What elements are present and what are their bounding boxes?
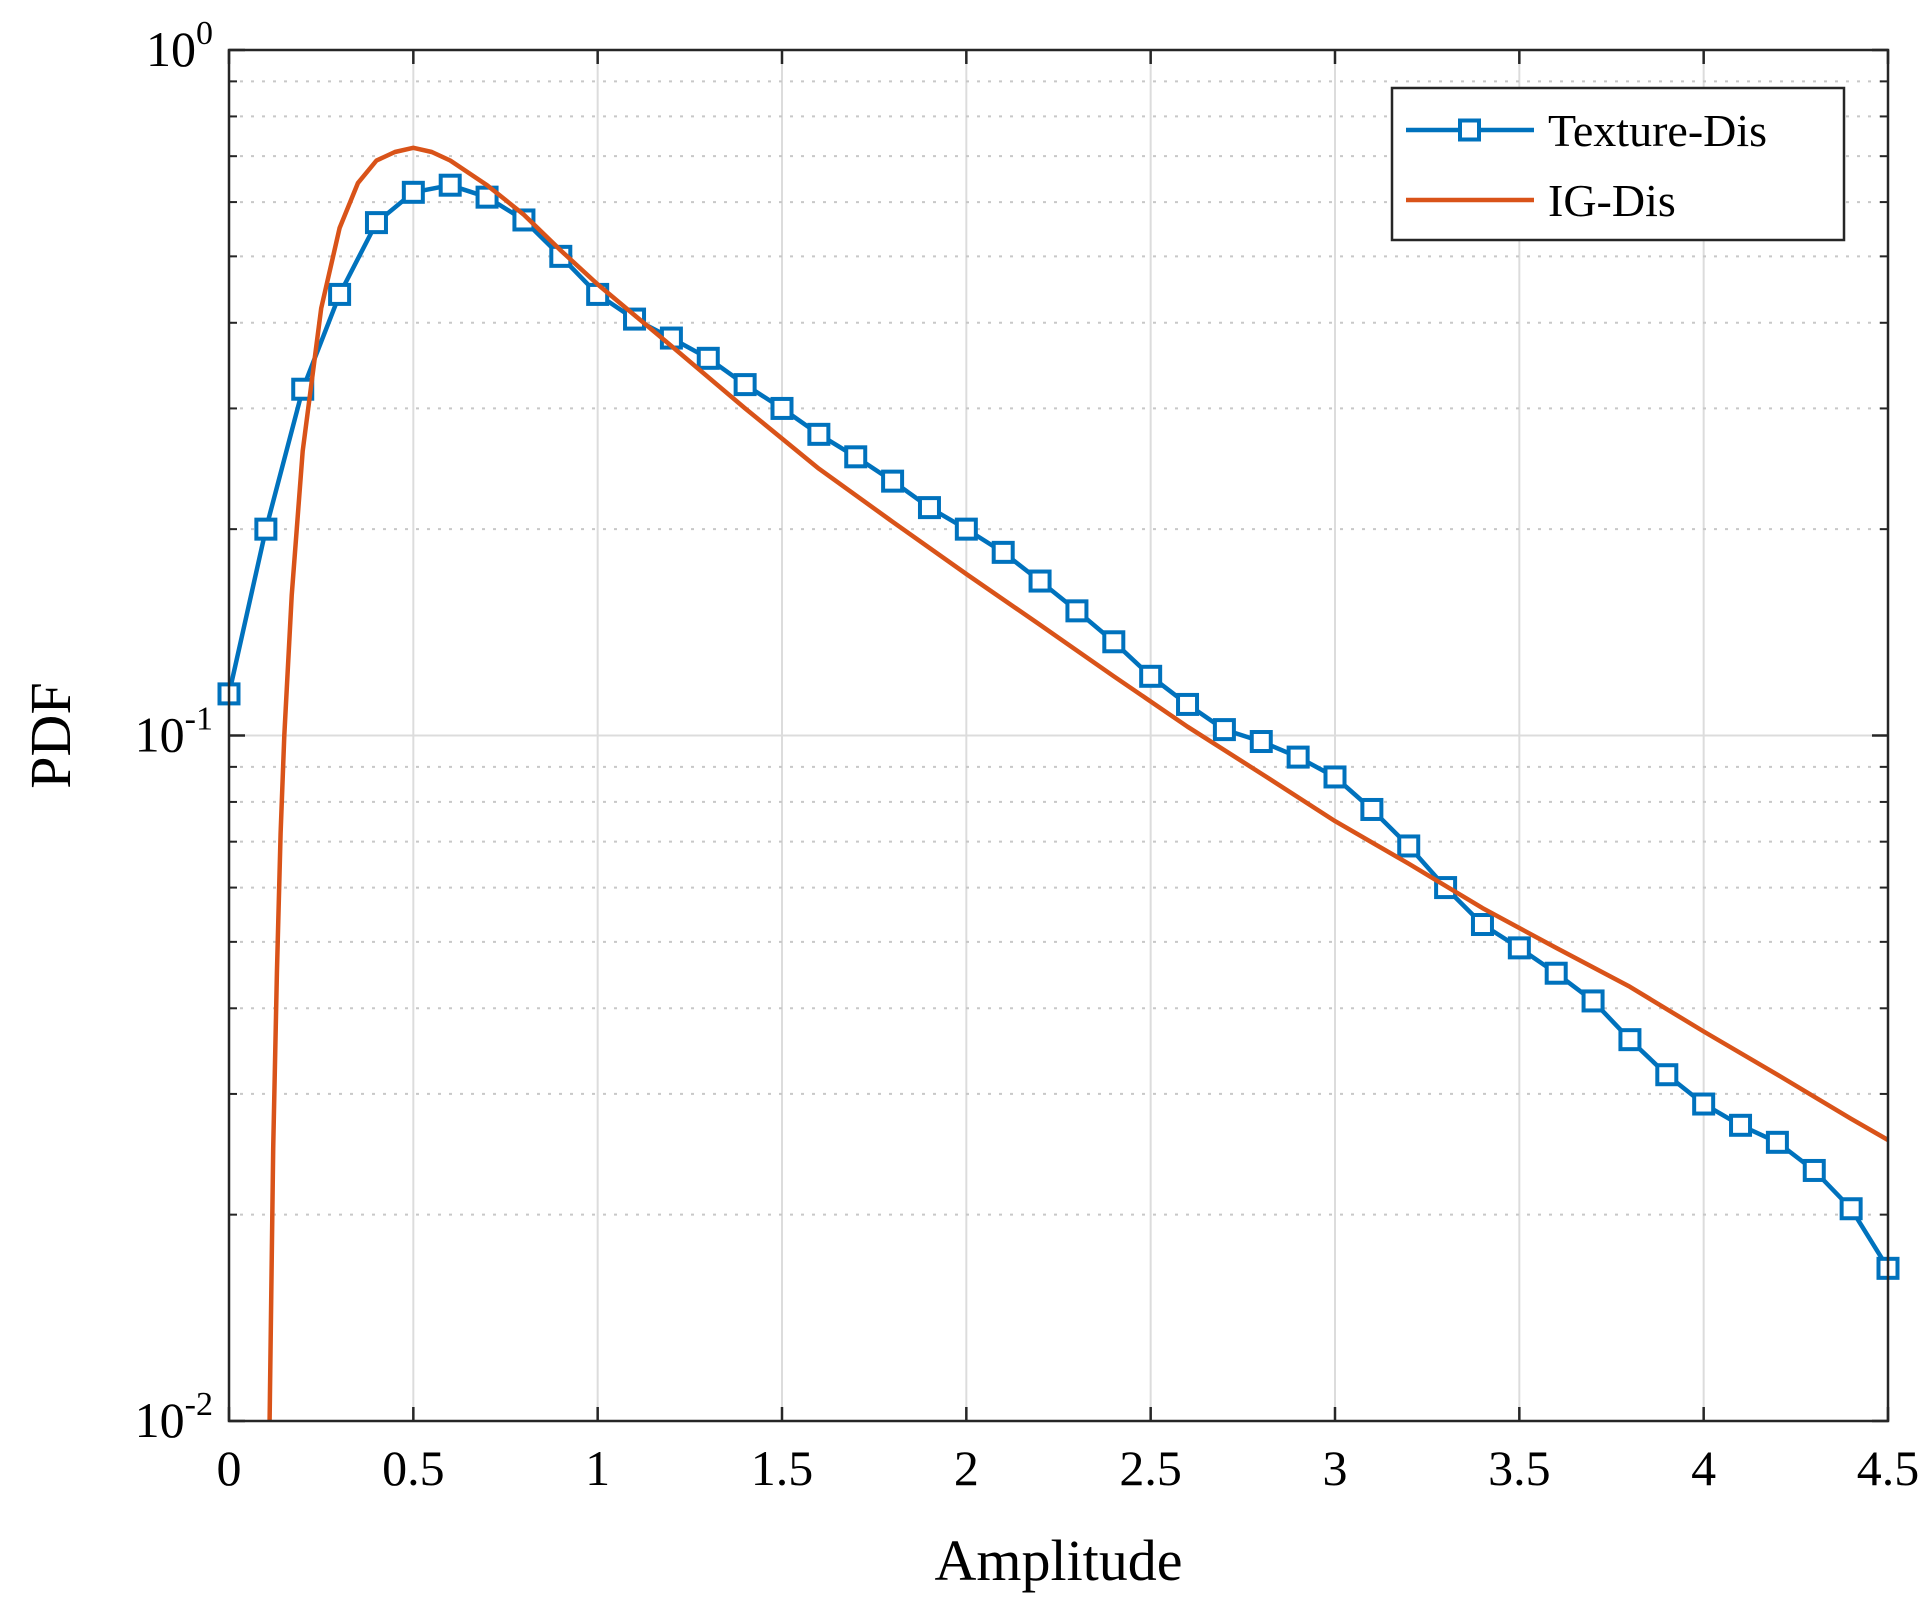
tick-marks <box>227 48 1890 1423</box>
series-marker <box>1102 630 1126 654</box>
series-marker <box>1028 569 1052 593</box>
y-tick-base: 10 <box>135 707 185 763</box>
plot-area <box>217 145 1900 1422</box>
series-marker <box>1802 1158 1826 1182</box>
y-tick-label: 10-1 <box>135 701 213 763</box>
series-marker <box>438 173 462 197</box>
x-tick-label: 2 <box>954 1440 979 1496</box>
legend-label-texture-dis: Texture-Dis <box>1548 105 1767 156</box>
series-marker <box>954 517 978 541</box>
series-marker <box>254 517 278 541</box>
series-marker <box>1139 664 1163 688</box>
legend-marker <box>1458 118 1481 142</box>
y-axis-title: PDF <box>18 682 83 788</box>
series-marker <box>1655 1063 1679 1087</box>
series-marker <box>1544 961 1568 985</box>
series-marker <box>364 211 388 235</box>
series-marker <box>1692 1092 1716 1116</box>
series-line-ig-dis <box>267 145 1890 1422</box>
series-marker <box>1397 834 1421 858</box>
x-axis-title: Amplitude <box>934 1528 1182 1593</box>
x-tick-label: 0 <box>217 1440 242 1496</box>
y-tick-exponent: -2 <box>185 1386 213 1423</box>
series-marker <box>328 282 352 306</box>
y-tick-base: 10 <box>135 1392 185 1448</box>
x-tick-label: 4 <box>1691 1440 1716 1496</box>
series-marker <box>1581 989 1605 1013</box>
series-marker <box>1286 745 1310 769</box>
series-marker <box>1618 1028 1642 1052</box>
series-marker <box>881 469 905 493</box>
series-marker <box>1765 1130 1789 1154</box>
series-marker <box>1729 1113 1753 1137</box>
x-tick-label: 2.5 <box>1119 1440 1182 1496</box>
x-tick-label: 4.5 <box>1857 1440 1920 1496</box>
legend: Texture-Dis IG-Dis <box>1390 86 1846 242</box>
series-marker <box>1470 913 1494 937</box>
y-tick-label: 100 <box>146 15 213 77</box>
series-marker <box>991 540 1015 564</box>
x-tick-label: 1 <box>585 1440 610 1496</box>
y-tick-base: 10 <box>146 21 196 77</box>
series-marker <box>733 373 757 397</box>
legend-label-ig-dis: IG-Dis <box>1548 175 1676 226</box>
series-marker <box>1507 936 1531 960</box>
series-marker <box>1323 765 1347 789</box>
series-marker <box>1212 718 1236 742</box>
series-marker <box>623 307 647 331</box>
series-marker <box>770 396 794 420</box>
x-tick-label: 1.5 <box>751 1440 814 1496</box>
y-tick-exponent: 0 <box>196 15 213 52</box>
x-tick-label: 0.5 <box>382 1440 445 1496</box>
series-marker <box>807 422 831 446</box>
x-tick-label: 3 <box>1323 1440 1348 1496</box>
series-marker <box>512 208 536 232</box>
series-marker <box>1360 797 1384 821</box>
series-line-texture-dis <box>226 182 1890 1270</box>
y-tick-exponent: -1 <box>185 701 213 738</box>
series-marker <box>844 445 868 469</box>
x-tick-label: 3.5 <box>1488 1440 1551 1496</box>
series-marker <box>696 346 720 370</box>
series-marker <box>917 496 941 520</box>
y-tick-label: 10-2 <box>135 1386 213 1448</box>
series-marker <box>1839 1197 1863 1221</box>
series-marker <box>1065 599 1089 623</box>
legend-box <box>1390 86 1846 242</box>
series-marker <box>1249 730 1273 754</box>
series-marker <box>401 180 425 204</box>
series-marker <box>1176 692 1200 716</box>
